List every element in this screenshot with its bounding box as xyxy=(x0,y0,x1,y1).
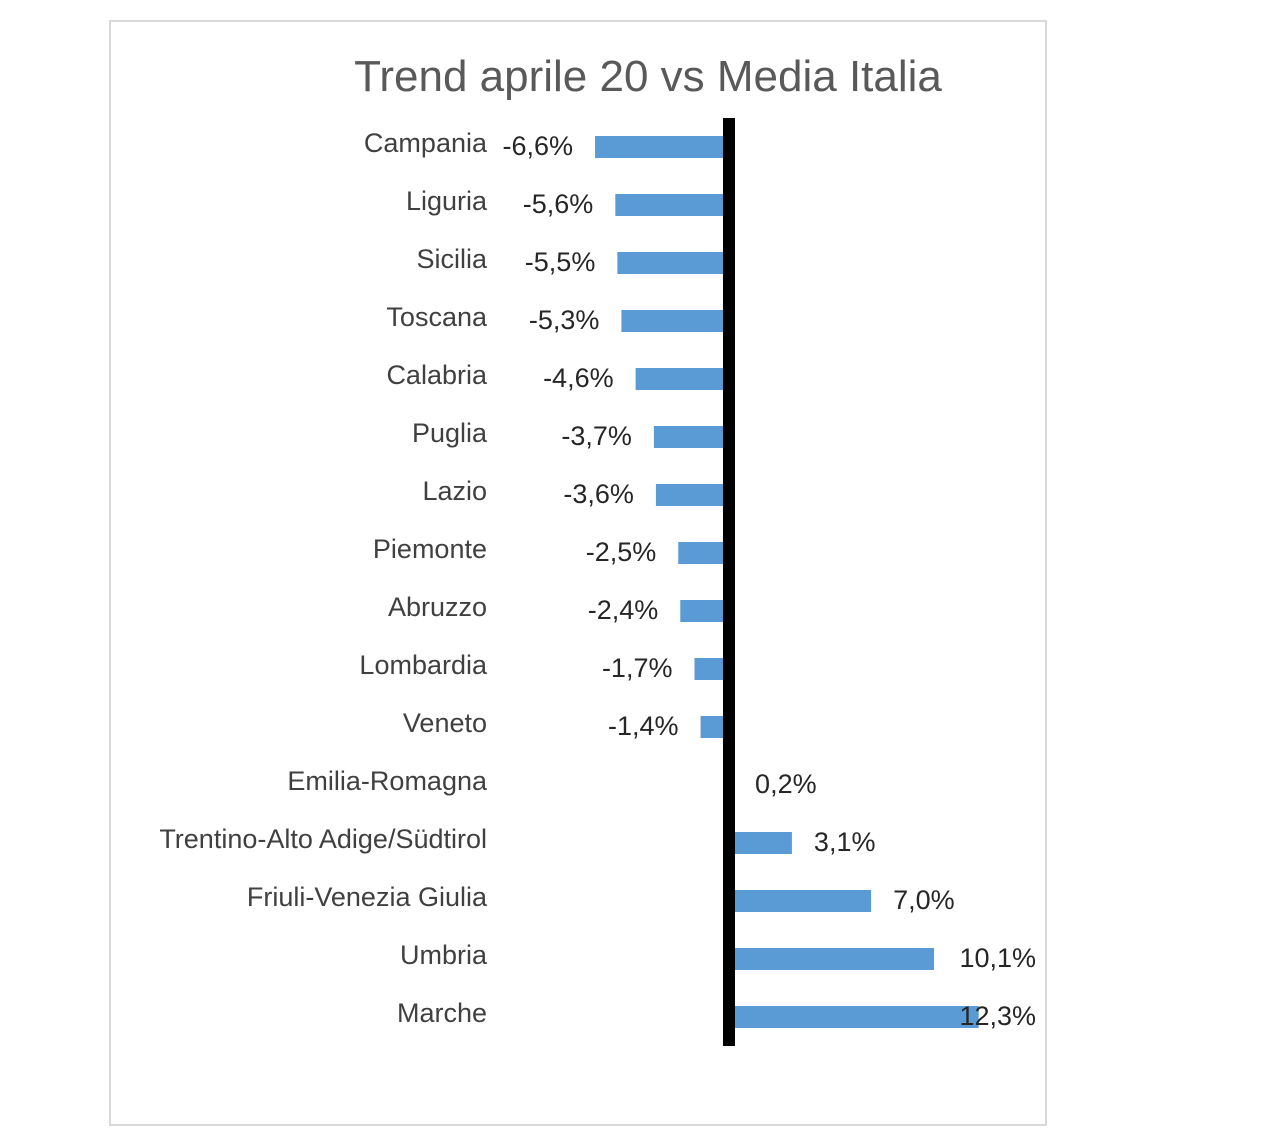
bar-umbria xyxy=(729,948,935,970)
value-label: 10,1% xyxy=(959,943,1036,973)
bar-toscana xyxy=(621,310,729,332)
bar-campania xyxy=(595,136,729,158)
value-label: -5,3% xyxy=(529,305,600,335)
category-label: Umbria xyxy=(400,940,488,970)
category-label: Lombardia xyxy=(359,650,488,680)
bar-marche xyxy=(729,1006,979,1028)
bar-liguria xyxy=(615,194,729,216)
value-label: 7,0% xyxy=(893,885,955,915)
chart-frame xyxy=(109,20,1047,1126)
value-label: 0,2% xyxy=(755,769,817,799)
category-label: Abruzzo xyxy=(388,592,487,622)
category-label: Campania xyxy=(364,128,488,158)
category-label: Calabria xyxy=(386,360,488,390)
category-label: Emilia-Romagna xyxy=(287,766,488,796)
value-label: -4,6% xyxy=(543,363,614,393)
value-label: -1,4% xyxy=(608,711,679,741)
zero-axis-line xyxy=(723,118,735,1046)
bar-veneto xyxy=(700,716,729,738)
category-label: Friuli-Venezia Giulia xyxy=(247,882,488,912)
bar-trentino-alto-adige-s-dtirol xyxy=(729,832,792,854)
bar-calabria xyxy=(635,368,729,390)
bar-lombardia xyxy=(694,658,729,680)
bar-friuli-venezia-giulia xyxy=(729,890,872,912)
chart-title: Trend aprile 20 vs Media Italia xyxy=(354,52,942,101)
value-label: -2,4% xyxy=(588,595,659,625)
bar-piemonte xyxy=(678,542,729,564)
category-label: Piemonte xyxy=(373,534,487,564)
category-label: Marche xyxy=(397,998,487,1028)
bar-lazio xyxy=(655,484,729,506)
category-label: Trentino-Alto Adige/Südtirol xyxy=(159,824,487,854)
value-label: -3,7% xyxy=(561,421,632,451)
bar-abruzzo xyxy=(680,600,729,622)
value-label: 12,3% xyxy=(959,1001,1036,1031)
category-label: Sicilia xyxy=(416,244,488,274)
value-label: -1,7% xyxy=(602,653,673,683)
value-label: -2,5% xyxy=(586,537,657,567)
value-label: -3,6% xyxy=(563,479,634,509)
value-label: 3,1% xyxy=(814,827,876,857)
category-label: Puglia xyxy=(412,418,488,448)
value-label: -5,5% xyxy=(525,247,596,277)
category-label: Liguria xyxy=(406,186,488,216)
value-label: -5,6% xyxy=(523,189,594,219)
value-label: -6,6% xyxy=(502,131,573,161)
bar-puglia xyxy=(653,426,729,448)
category-label: Lazio xyxy=(422,476,487,506)
bar-sicilia xyxy=(617,252,729,274)
category-label: Veneto xyxy=(403,708,487,738)
category-label: Toscana xyxy=(386,302,488,332)
